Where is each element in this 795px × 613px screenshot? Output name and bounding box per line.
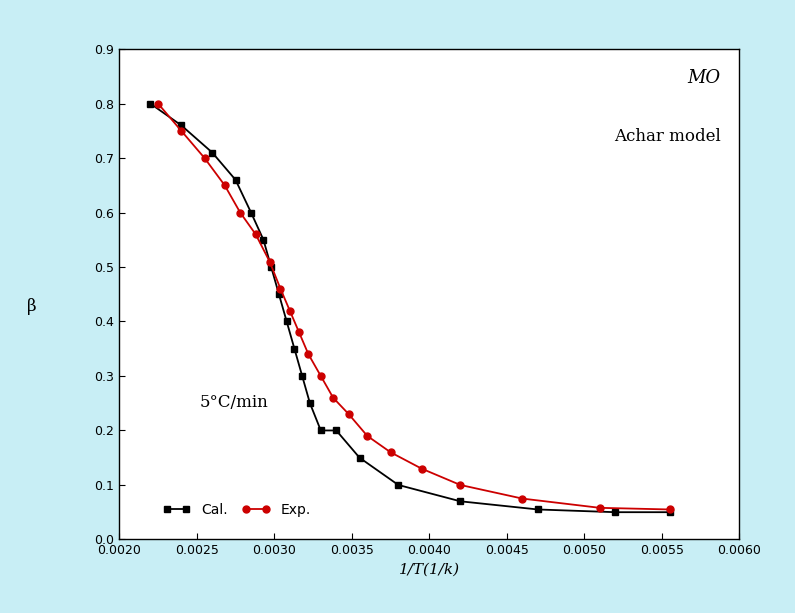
Exp.	[518, 495, 527, 502]
Exp.	[304, 351, 313, 358]
Text: MO: MO	[688, 69, 721, 86]
Cal.	[176, 121, 186, 129]
Exp.	[251, 230, 261, 238]
Text: Achar model: Achar model	[614, 128, 721, 145]
Line: Cal.: Cal.	[147, 100, 673, 516]
Legend: Cal., Exp.: Cal., Exp.	[157, 498, 317, 523]
Exp.	[285, 307, 294, 314]
Cal.	[207, 149, 217, 156]
Cal.	[533, 506, 543, 513]
Cal.	[246, 209, 256, 216]
Exp.	[294, 329, 304, 336]
Exp.	[595, 504, 605, 511]
Cal.	[231, 176, 240, 183]
Cal.	[665, 509, 674, 516]
Cal.	[282, 318, 292, 325]
Text: 5°C/min: 5°C/min	[200, 394, 269, 411]
Exp.	[456, 481, 465, 489]
Cal.	[316, 427, 326, 434]
Exp.	[220, 181, 230, 189]
Cal.	[145, 100, 155, 107]
Exp.	[276, 285, 285, 292]
Exp.	[153, 100, 163, 107]
Exp.	[176, 127, 186, 134]
Cal.	[258, 236, 268, 243]
Exp.	[386, 449, 395, 456]
Cal.	[332, 427, 341, 434]
Exp.	[417, 465, 426, 472]
Cal.	[289, 345, 299, 352]
Cal.	[266, 264, 276, 271]
Line: Exp.: Exp.	[154, 100, 673, 513]
Exp.	[316, 372, 326, 379]
Cal.	[305, 400, 315, 407]
Cal.	[355, 454, 364, 462]
Exp.	[235, 209, 245, 216]
Exp.	[363, 432, 372, 440]
Cal.	[611, 509, 620, 516]
Exp.	[344, 411, 354, 418]
X-axis label: 1/T(1/k): 1/T(1/k)	[399, 563, 460, 577]
Cal.	[274, 291, 284, 298]
Exp.	[265, 258, 274, 265]
Exp.	[200, 154, 209, 162]
Exp.	[665, 506, 674, 513]
Text: β: β	[27, 298, 37, 315]
Cal.	[297, 372, 307, 379]
Cal.	[456, 498, 465, 505]
Exp.	[328, 394, 338, 402]
Cal.	[394, 481, 403, 489]
